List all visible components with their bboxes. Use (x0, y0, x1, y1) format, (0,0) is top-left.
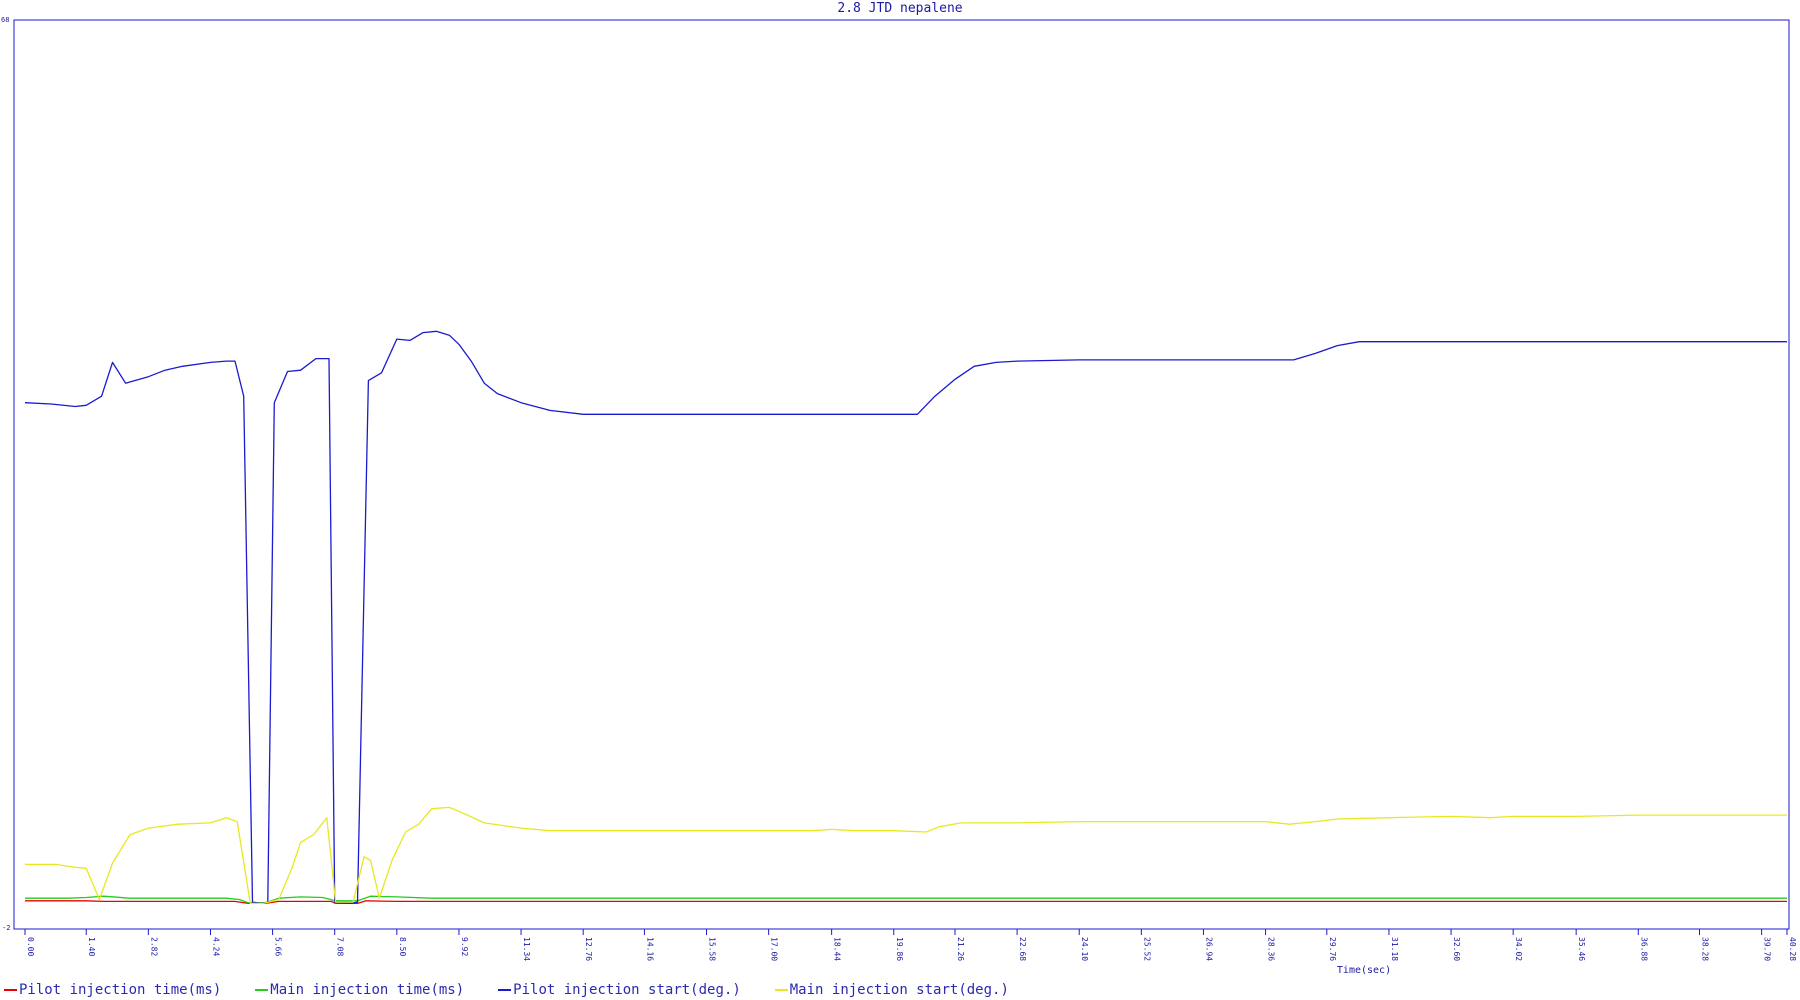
x-tick-label: 24.10 (1080, 937, 1089, 961)
legend-item: Pilot injection time(ms) (4, 982, 221, 998)
series-line-1 (25, 900, 1787, 905)
legend-swatch (498, 989, 512, 991)
x-tick-label: 31.18 (1390, 937, 1399, 961)
x-tick-label: 38.28 (1701, 937, 1710, 961)
legend-item: Main injection start(deg.) (774, 982, 1009, 998)
x-tick-label: 18.44 (833, 937, 842, 961)
x-tick-label: 0.00 (26, 937, 35, 956)
x-axis-ticks: 0.00 1.40 2.82 4.24 5.66 7.08 8.50 9.92 11.34 12.… (24, 929, 1797, 961)
x-tick-label: 34.02 (1514, 937, 1523, 961)
x-tick-label: 17.00 (770, 937, 779, 961)
x-tick-label: 4.24 (211, 937, 220, 956)
legend-swatch (774, 989, 788, 991)
legend-item: Main injection time(ms) (255, 982, 464, 998)
legend-label: Main injection start(deg.) (789, 982, 1009, 998)
x-tick-label: 12.76 (584, 937, 593, 961)
plot-frame (13, 19, 1790, 930)
x-tick-label: 29.76 (1328, 937, 1337, 961)
x-tick-label: 22.68 (1018, 937, 1027, 961)
x-tick-label: 2.82 (149, 937, 158, 956)
x-tick-label: 21.26 (956, 937, 965, 961)
y-tick-label-bottom: -2 (2, 924, 10, 932)
legend-swatch (255, 989, 269, 991)
legend: Pilot injection time(ms) Main injection t… (4, 982, 1009, 998)
x-tick-label: 40.28 (1788, 937, 1797, 961)
chart-title: 2.8 JTD nepalene (837, 1, 962, 16)
x-tick-label: 39.70 (1763, 937, 1772, 961)
x-tick-label: 28.36 (1267, 937, 1276, 961)
x-tick-label: 5.66 (274, 937, 283, 956)
series-line-3 (24, 330, 1787, 905)
x-tick-label: 8.50 (398, 937, 407, 956)
x-tick-label: 14.16 (645, 937, 654, 961)
x-tick-label: 1.40 (87, 937, 96, 956)
x-tick-label: 36.88 (1639, 937, 1648, 961)
x-tick-label: 7.08 (336, 937, 345, 956)
series-line-4 (25, 806, 1787, 905)
x-tick-label: 35.46 (1577, 937, 1586, 961)
x-tick-label: 15.58 (708, 937, 717, 961)
x-tick-label: 9.92 (460, 937, 469, 956)
x-axis-label: Time(sec) (1337, 965, 1391, 976)
x-tick-label: 26.94 (1204, 937, 1213, 961)
x-tick-label: 25.52 (1142, 937, 1151, 961)
legend-label: Main injection time(ms) (270, 982, 465, 998)
legend-label: Pilot injection start(deg.) (513, 982, 741, 998)
legend-item: Pilot injection start(deg.) (498, 982, 741, 998)
x-tick-label: 32.60 (1452, 937, 1461, 961)
x-tick-label: 11.34 (522, 937, 531, 961)
x-tick-label: 19.86 (895, 937, 904, 961)
legend-label: Pilot injection time(ms) (19, 982, 222, 998)
legend-swatch (4, 989, 17, 991)
series-lines (24, 330, 1787, 905)
y-tick-label-top: 68 (1, 16, 9, 24)
